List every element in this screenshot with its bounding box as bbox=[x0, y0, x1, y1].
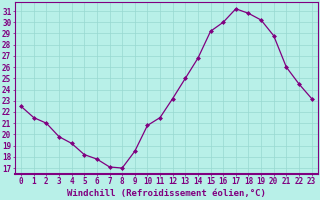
X-axis label: Windchill (Refroidissement éolien,°C): Windchill (Refroidissement éolien,°C) bbox=[67, 189, 266, 198]
